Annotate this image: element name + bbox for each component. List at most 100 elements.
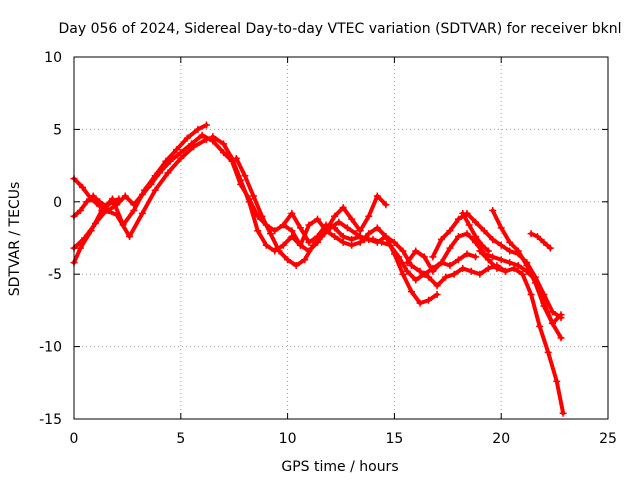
data-point-marker bbox=[130, 201, 138, 209]
data-point-marker bbox=[489, 253, 497, 261]
data-point-marker bbox=[463, 230, 471, 238]
data-point-marker bbox=[497, 241, 505, 249]
data-point-marker bbox=[284, 256, 292, 264]
data-point-marker bbox=[506, 247, 514, 255]
data-point-marker bbox=[209, 133, 217, 141]
data-point-marker bbox=[476, 270, 484, 278]
data-point-marker bbox=[249, 192, 257, 200]
data-point-marker bbox=[527, 230, 535, 238]
data-point-marker bbox=[412, 276, 420, 284]
data-point-marker bbox=[331, 233, 339, 241]
data-point-marker bbox=[553, 377, 561, 385]
y-tick-label: 10 bbox=[44, 50, 62, 66]
data-point-marker bbox=[484, 264, 492, 272]
data-point-marker bbox=[115, 195, 123, 203]
data-point-marker bbox=[472, 218, 480, 226]
data-point-marker bbox=[463, 250, 471, 258]
data-point-marker bbox=[296, 224, 304, 232]
data-point-marker bbox=[519, 270, 527, 278]
data-point-marker bbox=[429, 267, 437, 275]
data-point-marker bbox=[373, 238, 381, 246]
y-tick-label: -5 bbox=[48, 267, 62, 283]
satellite-track-7 bbox=[279, 209, 441, 307]
data-point-marker bbox=[102, 202, 110, 210]
satellite-track-10 bbox=[489, 206, 565, 327]
data-point-marker bbox=[557, 311, 565, 319]
data-point-marker bbox=[89, 192, 97, 200]
data-point-marker bbox=[166, 157, 174, 165]
data-point-marker bbox=[113, 211, 121, 219]
data-point-marker bbox=[237, 176, 245, 184]
data-point-marker bbox=[155, 169, 163, 177]
data-point-marker bbox=[459, 209, 467, 217]
ticks-layer: 0 5 10 15 20 25 10 5 0 -5 -10 -15 bbox=[39, 50, 617, 447]
data-point-marker bbox=[76, 244, 84, 252]
x-tick-label: 15 bbox=[385, 431, 403, 447]
data-point-marker bbox=[478, 241, 486, 249]
data-point-marker bbox=[497, 256, 505, 264]
data-point-marker bbox=[465, 221, 473, 229]
data-point-marker bbox=[484, 247, 492, 255]
x-axis-label: GPS time / hours bbox=[281, 459, 398, 475]
data-point-marker bbox=[459, 264, 467, 272]
data-point-marker bbox=[288, 233, 296, 241]
y-axis-label: SDTVAR / TECUs bbox=[7, 182, 23, 297]
data-point-marker bbox=[288, 209, 296, 217]
data-point-marker bbox=[279, 241, 287, 249]
data-point-marker bbox=[258, 212, 266, 220]
data-point-marker bbox=[108, 198, 116, 206]
data-point-marker bbox=[343, 224, 351, 232]
data-point-marker bbox=[348, 215, 356, 223]
data-point-marker bbox=[232, 154, 240, 162]
data-point-marker bbox=[429, 253, 437, 261]
data-point-marker bbox=[442, 273, 450, 281]
data-point-marker bbox=[472, 253, 480, 261]
series-line bbox=[72, 137, 209, 251]
data-point-marker bbox=[403, 259, 411, 267]
series-layer bbox=[70, 121, 567, 417]
data-point-marker bbox=[382, 201, 390, 209]
plot-frame bbox=[73, 56, 609, 420]
data-point-marker bbox=[433, 290, 441, 298]
data-point-marker bbox=[314, 215, 322, 223]
satellite-track-12 bbox=[527, 230, 554, 252]
data-point-marker bbox=[412, 247, 420, 255]
data-point-marker bbox=[164, 169, 172, 177]
data-point-marker bbox=[292, 262, 300, 270]
data-point-marker bbox=[536, 322, 544, 330]
data-point-marker bbox=[81, 234, 89, 242]
data-point-marker bbox=[365, 235, 373, 243]
data-point-marker bbox=[301, 256, 309, 264]
data-point-marker bbox=[194, 125, 202, 133]
data-point-marker bbox=[540, 238, 548, 246]
satellite-track-13 bbox=[459, 209, 492, 255]
data-point-marker bbox=[425, 296, 433, 304]
data-point-marker bbox=[450, 270, 458, 278]
data-point-marker bbox=[559, 409, 567, 417]
data-point-marker bbox=[534, 233, 542, 241]
data-point-marker bbox=[279, 221, 287, 229]
data-point-marker bbox=[254, 227, 262, 235]
y-tick-label: -15 bbox=[39, 412, 62, 428]
x-tick-label: 0 bbox=[70, 431, 79, 447]
data-point-marker bbox=[138, 191, 146, 199]
data-point-marker bbox=[79, 183, 87, 191]
data-point-marker bbox=[390, 238, 398, 246]
data-point-marker bbox=[497, 224, 505, 232]
data-point-marker bbox=[416, 267, 424, 275]
data-point-marker bbox=[113, 201, 121, 209]
data-point-marker bbox=[403, 267, 411, 275]
data-point-marker bbox=[296, 241, 304, 249]
data-point-marker bbox=[493, 264, 501, 272]
data-point-marker bbox=[198, 131, 206, 139]
data-point-marker bbox=[506, 238, 514, 246]
data-point-marker bbox=[267, 230, 275, 238]
data-point-marker bbox=[220, 140, 228, 148]
satellite-track-4 bbox=[70, 192, 123, 220]
x-tick-label: 20 bbox=[492, 431, 510, 447]
data-point-marker bbox=[540, 302, 548, 310]
data-point-marker bbox=[527, 290, 535, 298]
data-point-marker bbox=[275, 247, 283, 255]
data-point-marker bbox=[96, 198, 104, 206]
y-tick-label: -10 bbox=[39, 340, 62, 356]
